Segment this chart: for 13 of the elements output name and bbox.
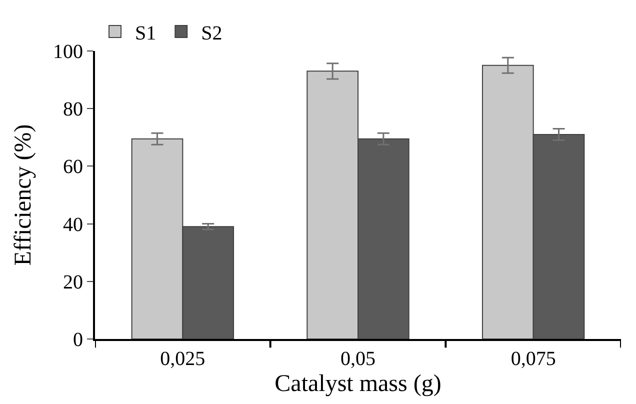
- y-tick-label: 100: [53, 41, 83, 63]
- x-axis-title: Catalyst mass (g): [274, 370, 442, 397]
- x-tick-label: 0,075: [510, 348, 556, 370]
- y-tick-label: 20: [63, 271, 83, 294]
- y-tick-label: 60: [63, 156, 83, 178]
- y-tick-label: 0: [73, 329, 83, 351]
- y-axis-title: Efficiency (%): [10, 124, 37, 266]
- legend-label: S2: [201, 22, 222, 44]
- legend-label: S1: [135, 22, 156, 44]
- x-tick-label: 0,05: [340, 348, 376, 370]
- x-tick-label: 0,025: [160, 348, 206, 370]
- y-tick-label: 80: [63, 98, 83, 121]
- y-tick-label: 40: [63, 214, 83, 236]
